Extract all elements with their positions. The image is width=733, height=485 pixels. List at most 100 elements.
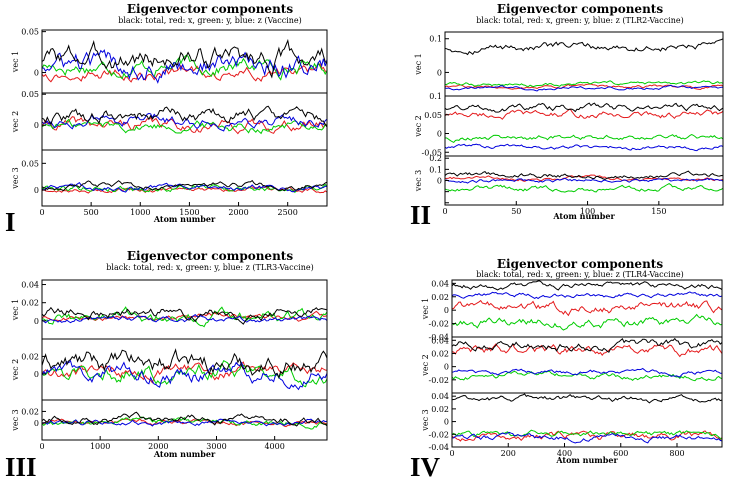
- x-tick-label: 0: [39, 208, 44, 217]
- y-tick-label: 0.02: [431, 293, 449, 302]
- series-total-line: [41, 411, 328, 427]
- y-axis-label: vec 1: [11, 51, 20, 73]
- y-axis-label: vec 2: [421, 354, 430, 376]
- y-tick-label: 0: [34, 69, 39, 78]
- x-axis-label: Atom number: [552, 211, 615, 221]
- series-z-line: [41, 359, 328, 391]
- series-x-line: [444, 108, 724, 120]
- series-total-line: [444, 38, 724, 56]
- y-axis-label: vec 3: [414, 170, 423, 192]
- series-total-line: [451, 393, 723, 404]
- plot-frame: [41, 399, 328, 441]
- panel-label: II: [410, 200, 432, 230]
- y-tick-label: 0.2: [429, 154, 442, 163]
- series-total-line: [444, 102, 724, 113]
- subplot-vec-2: 0 0.05 vec 2: [11, 90, 328, 151]
- series-total-line: [41, 306, 328, 325]
- series-y-line: [444, 183, 724, 193]
- chart-title: Eigenvector components: [496, 257, 664, 271]
- chart-title: Eigenvector components: [496, 2, 664, 16]
- series-y-line: [41, 118, 327, 135]
- y-tick-label: 0.02: [21, 299, 39, 308]
- chart-subtitle: black: total, red: x, green: y, blue: z …: [106, 263, 314, 272]
- series-x-line: [451, 299, 723, 317]
- series-z-line: [452, 431, 723, 444]
- series-y-line: [451, 429, 723, 440]
- y-tick-label: 0.1: [429, 92, 442, 101]
- y-tick-label: 0.05: [21, 159, 39, 168]
- series-y-line: [444, 134, 724, 144]
- x-tick-label: 2000: [148, 442, 168, 451]
- x-tick-label: 3000: [206, 442, 226, 451]
- subplot-vec-1: 0 0.1 vec 1: [414, 31, 724, 97]
- y-axis-label: vec 2: [414, 115, 423, 137]
- y-tick-label: 0: [437, 130, 442, 139]
- x-tick-label: 800: [669, 449, 684, 458]
- y-tick-label: -0.02: [428, 430, 449, 439]
- series-total-line: [451, 337, 723, 353]
- y-tick-label: 0: [34, 419, 39, 428]
- y-axis-label: vec 1: [414, 53, 423, 75]
- plot-frame: [41, 149, 328, 207]
- x-tick-label: 0: [442, 207, 447, 216]
- plot-frame: [451, 279, 723, 338]
- series-z-line: [41, 49, 328, 84]
- y-tick-label: 0: [34, 121, 39, 130]
- series-y-line: [41, 54, 328, 81]
- y-tick-label: -0.04: [428, 333, 449, 342]
- y-tick-label: -0.02: [428, 320, 449, 329]
- series-y-line: [444, 80, 724, 88]
- y-tick-label: 0.04: [431, 392, 449, 401]
- series-total-line: [41, 348, 328, 379]
- y-tick-label: 0.02: [431, 405, 449, 414]
- x-tick-label: 2000: [228, 208, 248, 217]
- series-x-line: [451, 430, 723, 442]
- y-tick-label: 0.02: [21, 407, 39, 416]
- x-tick-label: 4000: [264, 442, 284, 451]
- plot-frame: [451, 336, 723, 394]
- series-y-line: [451, 370, 723, 382]
- y-tick-label: 0: [444, 418, 449, 427]
- chart-subtitle: black: total, red: x, green: y, blue: z …: [476, 270, 684, 279]
- series-z-line: [451, 291, 723, 300]
- chart-subtitle: black: total, red: x, green: y, blue: z …: [118, 16, 302, 25]
- series-total-line: [41, 179, 328, 192]
- y-tick-label: 0: [34, 317, 39, 326]
- x-tick-label: 0: [449, 449, 454, 458]
- y-tick-label: 0: [34, 370, 39, 379]
- panel-label: I: [5, 207, 16, 237]
- y-tick-label: 0.02: [21, 352, 39, 361]
- subplot-vec-1: -0.04 -0.02 0 0.02 0.04 vec 1: [421, 279, 723, 342]
- series-z-line: [444, 177, 724, 184]
- series-total-line: [41, 38, 328, 79]
- y-tick-label: 0.05: [424, 111, 442, 120]
- y-tick-label: 0.04: [431, 279, 449, 288]
- series-total-line: [41, 105, 328, 128]
- y-tick-label: 0: [444, 306, 449, 315]
- x-tick-label: 150: [651, 207, 666, 216]
- subplot-vec-2: -0.05 0 0.05 0.1 vec 2: [414, 92, 724, 157]
- subplot-vec-3: 0 0.1 0.2 vec 3: [414, 154, 724, 206]
- y-tick-label: 0.1: [429, 165, 442, 174]
- y-axis-label: vec 2: [11, 359, 20, 381]
- x-tick-label: 2500: [278, 208, 298, 217]
- y-tick-label: 0.04: [21, 281, 39, 290]
- y-tick-label: 0.05: [21, 28, 39, 37]
- series-x-line: [41, 361, 328, 384]
- y-tick-label: 0.04: [431, 336, 449, 345]
- panel-label: III: [5, 452, 37, 482]
- x-axis-label: Atom number: [153, 214, 216, 224]
- chart-subtitle: black: total, red: x, green: y, blue: z …: [476, 16, 684, 25]
- series-z-line: [444, 84, 723, 92]
- x-axis-label: Atom number: [153, 449, 216, 459]
- x-tick-label: 50: [511, 207, 521, 216]
- y-tick-label: 0: [444, 363, 449, 372]
- series-total-line: [444, 170, 724, 180]
- series-x-line: [41, 116, 328, 135]
